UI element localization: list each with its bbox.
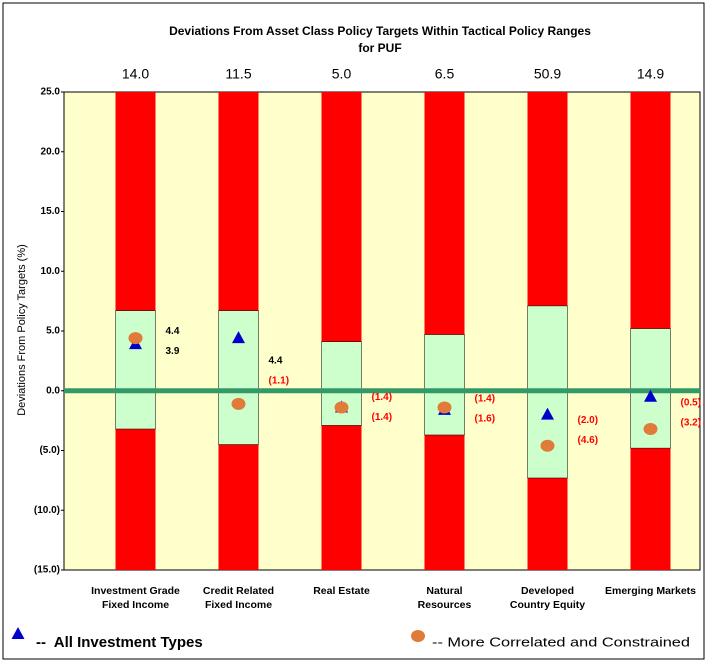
y-tick-label: (15.0) <box>34 565 60 576</box>
tactical-band <box>424 334 465 436</box>
circle-marker <box>128 332 143 345</box>
x-tick-label: Resources <box>418 599 472 611</box>
legend-marker <box>411 630 425 642</box>
triangle-marker <box>232 331 245 344</box>
x-tick-label: Natural <box>426 585 462 597</box>
chart-title: for PUF <box>358 41 401 55</box>
y-tick-label: 0.0 <box>46 385 60 396</box>
data-label: (1.4) <box>372 412 393 423</box>
y-tick-label: 25.0 <box>41 87 61 98</box>
chart-title: Deviations From Asset Class Policy Targe… <box>169 24 591 38</box>
y-tick-label: (10.0) <box>34 505 60 516</box>
data-label: (1.6) <box>475 413 496 424</box>
data-label: (1.4) <box>372 392 393 403</box>
y-tick-label: 10.0 <box>41 266 61 277</box>
tactical-band <box>218 310 259 445</box>
x-tick-label: Country Equity <box>510 599 585 611</box>
range-bar <box>424 92 465 570</box>
x-tick-label: Emerging Markets <box>605 585 696 597</box>
y-tick-label: (5.0) <box>39 445 60 456</box>
target-label: 14.9 <box>637 66 664 82</box>
data-label: 4.4 <box>166 326 180 337</box>
tactical-band <box>115 310 156 430</box>
legend-marker <box>11 627 25 639</box>
x-tick-label: Credit Related <box>203 585 274 597</box>
x-tick-label: Fixed Income <box>205 599 272 611</box>
circle-marker <box>437 401 452 414</box>
data-label: (0.5) <box>681 397 702 408</box>
range-bar <box>321 92 362 570</box>
plot-area <box>63 91 701 571</box>
circle-marker <box>334 401 349 414</box>
circle-marker <box>643 422 658 435</box>
data-label: (4.6) <box>578 435 599 446</box>
target-label: 14.0 <box>122 66 149 82</box>
target-label: 50.9 <box>534 66 561 82</box>
y-tick-label: 20.0 <box>41 146 61 157</box>
triangle-marker <box>541 407 554 420</box>
data-label: (2.0) <box>578 415 599 426</box>
data-label: (1.4) <box>475 393 496 404</box>
target-label: 6.5 <box>435 66 455 82</box>
data-label: (1.1) <box>269 376 290 387</box>
x-tick-label: Developed <box>521 585 574 597</box>
triangle-marker <box>644 389 657 402</box>
legend-label: -- More Correlated and Constrained <box>432 634 690 649</box>
x-tick-label: Fixed Income <box>102 599 169 611</box>
x-tick-label: Investment Grade <box>91 585 180 597</box>
target-label: 5.0 <box>332 66 352 82</box>
y-tick-label: 15.0 <box>41 206 61 217</box>
data-label: 4.4 <box>269 356 283 367</box>
y-tick-label: 5.0 <box>46 326 60 337</box>
data-label: (3.2) <box>681 417 702 428</box>
target-label: 11.5 <box>225 66 251 82</box>
legend-label: -- All Investment Types <box>36 634 203 651</box>
x-tick-label: Real Estate <box>313 585 370 597</box>
circle-marker <box>540 439 555 452</box>
circle-marker <box>231 397 246 410</box>
data-label: 3.9 <box>166 346 180 357</box>
y-axis-label: Deviations From Policy Targets (%) <box>16 244 28 416</box>
